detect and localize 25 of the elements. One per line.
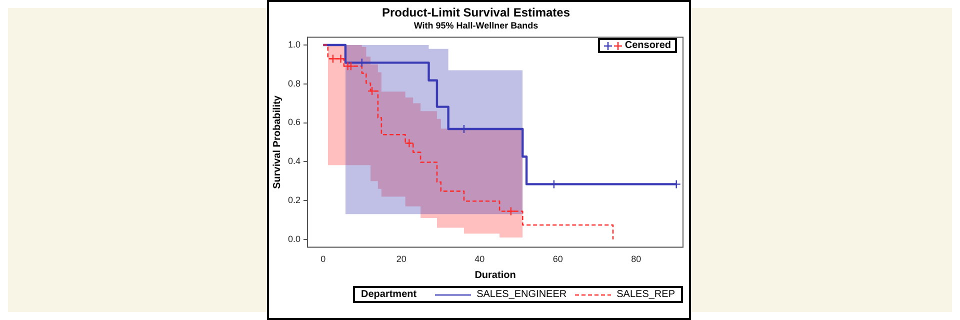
x-tick-label: 0 (320, 254, 326, 264)
point (346, 62, 356, 71)
point (367, 86, 377, 96)
point (506, 206, 516, 216)
chart-title: Product-Limit Survival Estimates (382, 6, 570, 20)
chart-subtitle: With 95% Hall-Wellner Bands (414, 20, 538, 30)
x-tick-label: 20 (396, 254, 406, 264)
y-tick-label: 0.0 (288, 234, 301, 244)
legend-label: SALES_ENGINEER (476, 289, 567, 300)
x-tick-label: 40 (474, 254, 485, 264)
x-tick-label: 80 (631, 254, 642, 264)
y-tick-label: 0.6 (288, 117, 301, 128)
y-tick-label: 0.8 (288, 78, 301, 88)
point (404, 138, 414, 148)
point (336, 54, 346, 64)
y-tick-label: 0.4 (288, 156, 301, 166)
x-tick-label: 60 (552, 254, 563, 264)
legend-title: Department (361, 289, 417, 300)
point (328, 54, 338, 64)
legend-label: Censored (624, 40, 671, 51)
x-axis-title: Duration (474, 270, 516, 281)
y-tick-label: 1.0 (288, 39, 301, 50)
legend-label: SALES_REP (616, 289, 675, 300)
y-tick-label: 0.2 (288, 195, 301, 206)
y-axis-title: Survival Probability (272, 95, 283, 189)
